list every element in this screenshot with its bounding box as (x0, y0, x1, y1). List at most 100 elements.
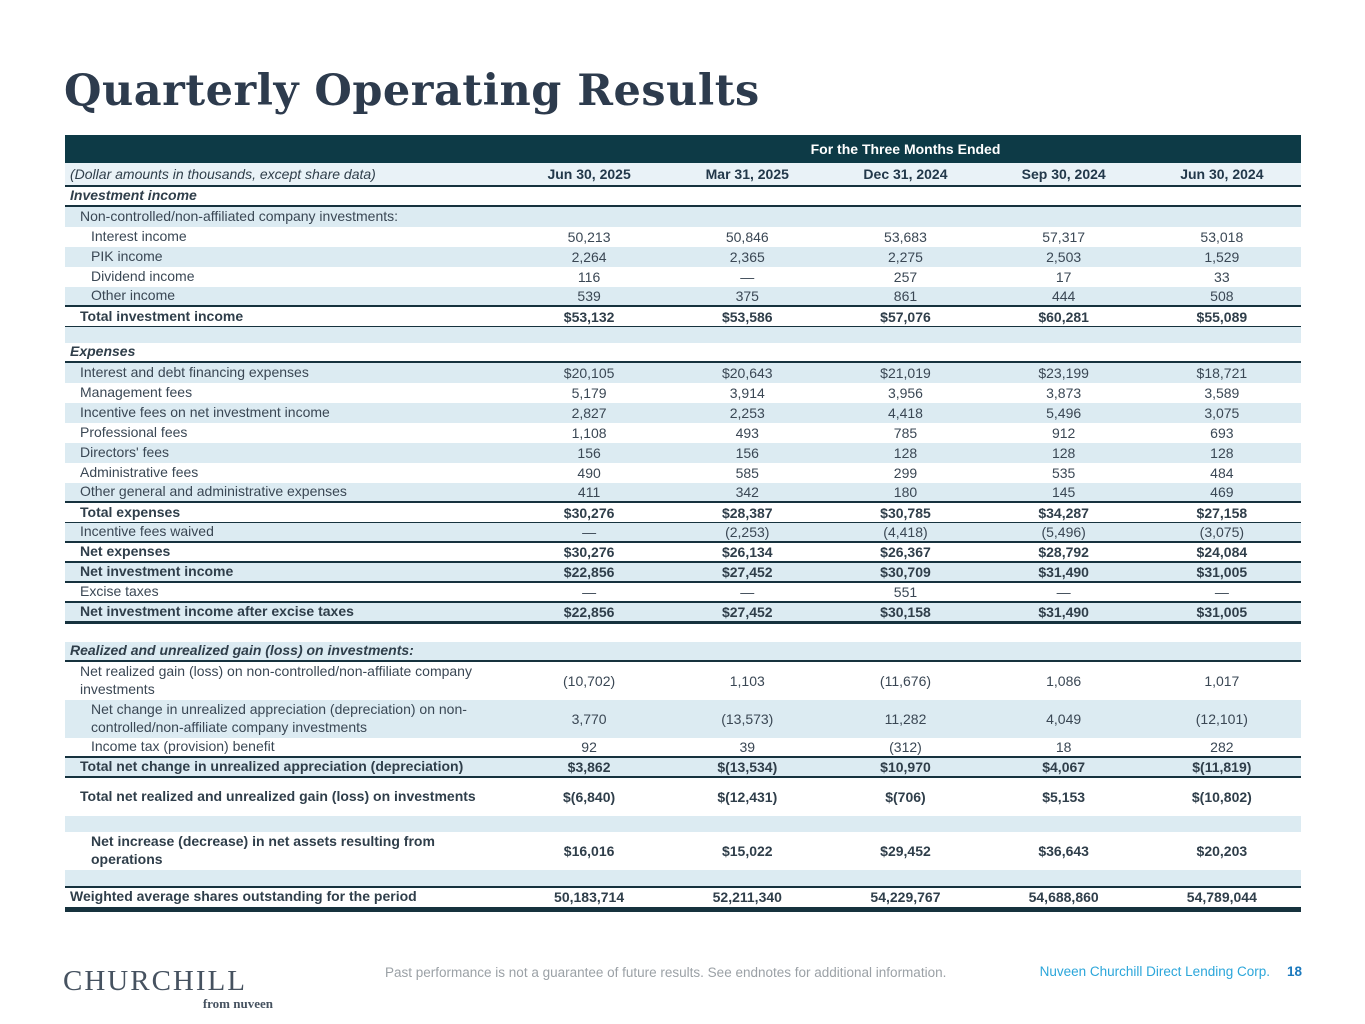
cell-value: $34,287 (1038, 504, 1089, 521)
disclaimer-text: Past performance is not a guarantee of f… (385, 965, 947, 980)
cell-value: (2,253) (725, 524, 770, 540)
row-label: Income tax (provision) benefit (91, 737, 275, 754)
cell-value: $15,022 (721, 842, 773, 859)
cell-value: $30,276 (563, 544, 615, 560)
cell-value: 2,253 (729, 405, 765, 421)
cell-value: $53,132 (563, 308, 615, 325)
cell-value: $23,199 (1038, 365, 1089, 381)
cell-value: 585 (735, 465, 759, 481)
company-name: Nuveen Churchill Direct Lending Corp. (1039, 964, 1270, 979)
table-row: Administrative fees 490 585 299 535 484 (65, 463, 1301, 483)
cell-value: 11,282 (884, 710, 927, 727)
cell-value: 444 (1051, 288, 1076, 304)
table-row (65, 327, 1301, 343)
cell-value: 539 (577, 288, 601, 304)
cell-value: $55,089 (1196, 308, 1248, 325)
cell-value: 1,108 (571, 425, 607, 441)
cell-value: 3,873 (1046, 385, 1082, 401)
cell-value: $30,785 (880, 504, 931, 521)
table-row: Net change in unrealized appreciation (d… (65, 699, 1301, 738)
cell-value: (11,676) (879, 672, 932, 689)
row-label: Total net change in unrealized appreciat… (80, 757, 464, 774)
table-body: Investment income Non-controlled/non-affi… (65, 187, 1301, 912)
row-label: Other general and administrative expense… (80, 483, 347, 500)
page-title: Quarterly Operating Results (64, 66, 760, 116)
cell-value: 1,086 (1046, 672, 1082, 689)
table-row (65, 623, 1301, 642)
cell-value: 128 (893, 445, 918, 461)
row-label: Net investment income after excise taxes (80, 603, 354, 619)
row-label: Interest and debt financing expenses (80, 364, 309, 381)
cell-value: — (582, 524, 597, 540)
cell-value: $20,203 (1196, 842, 1248, 859)
cell-value: 411 (577, 484, 601, 500)
row-label: Net change in unrealized appreciation (d… (91, 701, 467, 735)
footer: CHURCHILL from nuveen Past performance i… (0, 958, 1365, 1018)
cell-value: 1,529 (1204, 249, 1240, 265)
cell-value: $53,586 (721, 308, 773, 325)
table-row: Net expenses $30,276 $26,134 $26,367 $28,792… (65, 543, 1301, 563)
cell-value: 156 (735, 445, 759, 461)
cell-value: 257 (893, 269, 918, 285)
cell-value: (12,101) (1195, 710, 1248, 727)
logo-subtext: from nuveen (202, 996, 273, 1012)
cell-value: 493 (735, 425, 759, 441)
cell-value: $26,134 (721, 544, 773, 560)
cell-value: 54,229,767 (870, 889, 941, 905)
cell-value: (312) (889, 738, 922, 755)
table-column-headers: (Dollar amounts in thousands, except sha… (65, 163, 1301, 187)
page-number: 18 (1286, 964, 1302, 979)
cell-value: 145 (1051, 484, 1076, 500)
cell-value: 128 (1210, 445, 1234, 461)
cell-value: 156 (577, 445, 601, 461)
cell-value: — (1214, 584, 1229, 600)
cell-value: $57,076 (880, 308, 931, 325)
cell-value: 57,317 (1042, 229, 1086, 245)
cell-value: $20,105 (563, 365, 615, 381)
cell-value: $16,016 (563, 842, 615, 859)
table-row: Incentive fees waived — (2,253) (4,418) (5,4… (65, 523, 1301, 543)
cell-value: $30,276 (563, 504, 615, 521)
row-label: Total net realized and unrealized gain (… (80, 787, 476, 804)
cell-value: 535 (1051, 465, 1076, 481)
table-row: PIK income 2,264 2,365 2,275 2,503 1,529 (65, 247, 1301, 267)
table-row: Interest income 50,213 50,846 53,683 57,317 5… (65, 227, 1301, 247)
table-row: Dividend income 116 — 257 17 33 (65, 267, 1301, 287)
cell-value: $22,856 (563, 603, 615, 620)
row-label: Weighted average shares outstanding for … (70, 888, 417, 905)
row-label: PIK income (91, 248, 163, 265)
row-label: Excise taxes (80, 583, 159, 600)
cell-value: $(12,431) (717, 788, 778, 805)
cell-value: $31,490 (1038, 603, 1089, 620)
cell-value: 3,770 (571, 710, 607, 727)
cell-value: 116 (577, 269, 601, 285)
cell-value: 1,017 (1204, 672, 1240, 689)
cell-value: $18,721 (1196, 365, 1248, 381)
cell-value: 2,365 (729, 249, 765, 265)
cell-value: $60,281 (1038, 308, 1089, 325)
table-row: Expenses (65, 343, 1301, 363)
cell-value: $27,452 (721, 603, 773, 620)
cell-value: $22,856 (563, 564, 615, 580)
row-label: Net expenses (80, 543, 171, 560)
row-label: Total investment income (80, 307, 244, 324)
cell-value: 18 (1055, 738, 1072, 755)
table-row: Total investment income $53,132 $53,586 $57… (65, 307, 1301, 327)
table-row: Income tax (provision) benefit 92 39 (312) 1… (65, 737, 1301, 758)
cell-value: 3,956 (887, 385, 923, 401)
cell-value: 785 (893, 425, 918, 441)
cell-value: $26,367 (880, 544, 931, 560)
cell-value: $31,490 (1038, 564, 1089, 580)
cell-value: 17 (1055, 269, 1072, 285)
cell-value: 39 (739, 738, 756, 755)
results-table: For the Three Months Ended (Dollar amoun… (65, 135, 1301, 912)
cell-value: 342 (735, 484, 759, 500)
cell-value: (10,702) (563, 672, 616, 689)
row-label: Net increase (decrease) in net assets re… (91, 833, 435, 867)
cell-value: $24,084 (1196, 544, 1248, 560)
table-row: Non-controlled/non-affiliated company in… (65, 207, 1301, 227)
cell-value: $27,158 (1196, 504, 1248, 521)
cell-value: 180 (893, 484, 918, 500)
cell-value: 92 (581, 738, 597, 755)
row-label: Incentive fees waived (80, 523, 214, 540)
